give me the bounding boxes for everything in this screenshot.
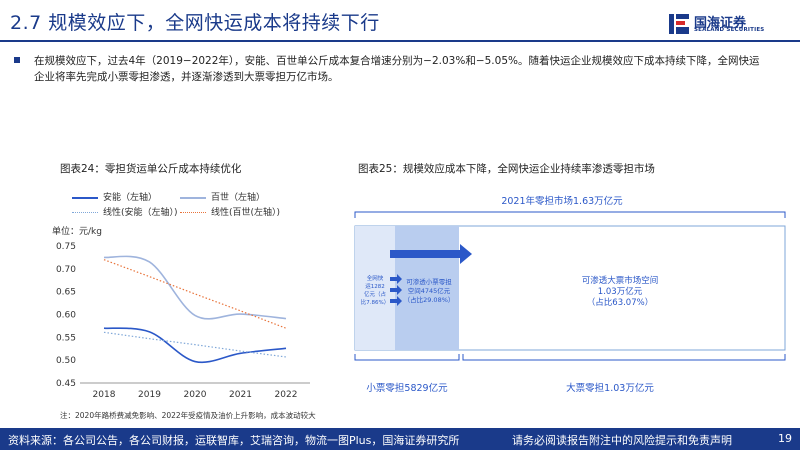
growth-arrow-icon <box>390 244 472 264</box>
y-tick-label: 0.50 <box>56 356 76 366</box>
legend-label: 线性(百世(左轴）) <box>211 208 281 218</box>
series-line-1 <box>103 255 287 320</box>
svg-text:运1282: 运1282 <box>365 282 385 290</box>
company-logo: 国海证券 SEALAND SECURITIES <box>668 12 794 38</box>
market-penetration-diagram: 2021年零担市场1.63万亿元 全网快 运1282 亿元（占 比7.86%） … <box>354 195 786 394</box>
page-title: 2.7 规模效应下，全网快运成本将持续下行 <box>10 12 380 34</box>
big-ltl-space-label: 可渗透大票市场空间 1.03万亿元 （占比63.07%） <box>582 275 659 308</box>
legend-entry-baishi: 百世（左轴） <box>180 190 265 203</box>
svg-text:（占比29.08%）: （占比29.08%） <box>404 295 455 304</box>
legend-swatch-solid <box>72 196 98 199</box>
svg-text:可渗透大票市场空间: 可渗透大票市场空间 <box>582 275 659 286</box>
bullet-square-icon <box>14 57 20 63</box>
bottom-brackets <box>354 354 786 361</box>
y-tick-label: 0.45 <box>56 379 76 389</box>
x-tick-label: 2021 <box>229 390 252 400</box>
svg-text:空间4745亿元: 空间4745亿元 <box>408 286 451 295</box>
left-figure-title: 图表24：零担货运单公斤成本持续优化 <box>60 163 242 175</box>
y-tick-label: 0.65 <box>56 288 76 298</box>
logo-mark-icon <box>669 14 689 34</box>
flow-arrows-icon <box>390 274 402 306</box>
title-divider <box>0 40 800 42</box>
right-figure-title: 图表25：规模效应成本下降，全网快运企业持续率渗透零担市场 <box>358 163 655 175</box>
svg-text:1.03万亿元: 1.03万亿元 <box>598 286 643 297</box>
y-tick-label: 0.55 <box>56 333 76 343</box>
footer-bar: 资料来源：各公司公告，各公司财报，运联智库，艾瑞咨询，物流一图Plus，国海证券… <box>0 428 800 450</box>
series-line-3 <box>103 259 287 329</box>
express-network-label: 全网快 运1282 亿元（占 比7.86%） <box>361 274 389 306</box>
intro-paragraph: 在规模效应下，过去4年（2019−2022年），安能、百世单公斤成本复合增速分别… <box>34 55 760 83</box>
small-ltl-space-label: 可渗透小票零担 空间4745亿元 （占比29.08%） <box>404 277 455 304</box>
legend-label: 安能（左轴） <box>103 193 158 203</box>
x-tick-label: 2022 <box>275 390 298 400</box>
footer-disclaimer: 请务必阅读报告附注中的风险提示和免责声明 <box>512 434 732 447</box>
series-line-2 <box>103 331 287 358</box>
x-tick-label: 2018 <box>93 390 116 400</box>
market-total-label: 2021年零担市场1.63万亿元 <box>501 195 623 207</box>
x-tick-label: 2020 <box>184 390 207 400</box>
svg-text:（占比63.07%）: （占比63.07%） <box>587 297 653 308</box>
chart-footnote: 注：2020年路桥费减免影响、2022年受疫情及油价上升影响，成本波动较大 <box>60 411 316 420</box>
legend-entry-anneng: 安能（左轴） <box>72 190 157 203</box>
legend-swatch-dotted <box>180 212 206 213</box>
top-bracket <box>354 211 786 218</box>
big-ltl-total-label: 大票零担1.03万亿元 <box>566 382 654 394</box>
svg-text:亿元（占: 亿元（占 <box>364 290 387 298</box>
legend-label: 百世（左轴） <box>211 193 266 203</box>
svg-text:可渗透小票零担: 可渗透小票零担 <box>406 277 452 286</box>
legend-swatch-solid <box>180 196 206 199</box>
y-tick-label: 0.60 <box>56 311 76 321</box>
svg-text:比7.86%）: 比7.86%） <box>361 298 389 306</box>
series-line-0 <box>103 327 287 364</box>
express-network-region <box>355 226 395 350</box>
small-ltl-total-label: 小票零担5829亿元 <box>366 382 448 394</box>
legend-swatch-dotted <box>72 212 98 213</box>
cost-line-chart: 0.45 0.50 0.55 0.60 0.65 0.70 0.75 2018 2019 2020… <box>56 242 310 400</box>
legend-entry-baishi-trend: 线性(百世(左轴）) <box>180 205 280 218</box>
footer-source: 资料来源：各公司公告，各公司财报，运联智库，艾瑞咨询，物流一图Plus，国海证券… <box>8 434 460 447</box>
legend-label: 线性(安能（左轴）) <box>103 208 178 218</box>
page-number: 19 <box>778 432 792 445</box>
x-tick-label: 2019 <box>138 390 161 400</box>
logo-text-en: SEALAND SECURITIES <box>694 27 765 33</box>
logo-text-cn: 国海证券 <box>694 16 747 31</box>
y-axis-unit: 单位：元/kg <box>52 227 102 237</box>
y-tick-label: 0.75 <box>56 242 76 252</box>
y-tick-label: 0.70 <box>56 265 76 275</box>
svg-text:全网快: 全网快 <box>367 274 384 282</box>
legend-entry-anneng-trend: 线性(安能（左轴）) <box>72 205 178 218</box>
